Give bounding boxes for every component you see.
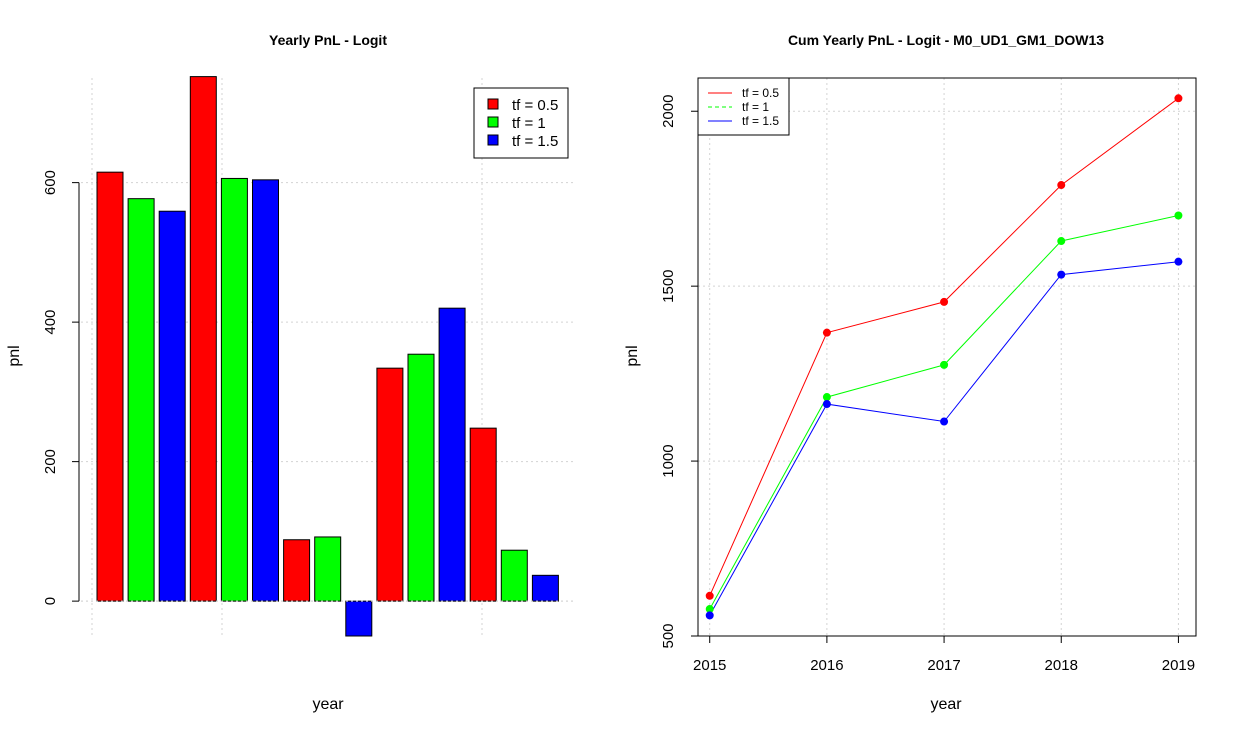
chart1-legend-label-0: tf = 0.5 [512,97,558,114]
chart2-legend-label-2: tf = 1.5 [742,114,779,128]
chart1-y-label: pnl [6,345,23,366]
chart2-line-0 [709,97,1179,597]
chart1-y-tick-label-1: 200 [42,449,59,474]
chart1-bar-2016-2 [252,179,279,602]
chart1-y-tick-label-3: 600 [42,170,59,195]
chart1-bars [81,76,576,637]
chart2-title: Cum Yearly PnL - Logit - M0_UD1_GM1_DOW1… [788,32,1104,48]
chart2-legend-label-1: tf = 1 [742,100,769,114]
chart1-bar-2015-2 [158,210,186,602]
chart2-x-label: year [930,696,962,713]
chart2-x-tick-label-1: 2016 [810,657,843,674]
chart2-y-tick-label-1: 1000 [660,444,677,477]
chart1-bar-2015-1 [127,198,155,602]
chart1-bar-2018-0 [376,367,404,602]
chart2-point-2-2018 [1057,270,1066,279]
chart1-legend-swatch-0 [487,98,499,110]
cum-yearly-pnl-line-chart: Cum Yearly PnL - Logit - M0_UD1_GM1_DOW1… [624,32,1197,713]
chart2-legend-label-0: tf = 0.5 [742,86,779,100]
chart1-bar-2019-2 [531,574,559,602]
chart1-legend-label-1: tf = 1 [512,115,546,132]
chart2-x-tick-label-0: 2015 [693,657,726,674]
chart2-x-tick-label-4: 2019 [1162,657,1195,674]
chart1-bar-2017-2 [345,600,373,637]
chart2-point-0-2016 [822,328,831,337]
chart1-bar-2019-0 [469,427,497,602]
chart1-legend-label-2: tf = 1.5 [512,133,558,150]
chart2-point-1-2016 [822,393,831,402]
chart2-y-label: pnl [624,345,641,366]
chart2-y-tick-label-3: 2000 [660,95,677,128]
chart2-point-0-2015 [705,591,714,600]
chart2-point-1-2017 [940,360,949,369]
chart2-lines [709,97,1179,616]
chart1-title: Yearly PnL - Logit [269,32,387,48]
chart1-bar-2019-1 [500,549,528,602]
chart1-bar-2017-1 [314,536,342,602]
chart1-legend: tf = 0.5 tf = 1 tf = 1.5 [473,87,569,159]
chart2-point-2-2016 [822,400,831,409]
chart1-y-axis: 0 200 400 600 [42,170,80,605]
chart2-x-axis: 2015 2016 2017 2018 2019 [693,636,1195,674]
chart2-point-2-2019 [1174,257,1183,266]
chart2-y-axis: 500 1000 1500 2000 [660,95,698,649]
chart1-bar-2016-0 [189,76,217,602]
chart2-x-tick-label-2: 2017 [927,657,960,674]
chart2-point-2-2015 [705,611,714,620]
chart2-points [705,94,1183,620]
chart2-point-1-2019 [1174,211,1183,220]
chart2-legend-box [697,77,790,136]
chart2-grid [698,78,1196,637]
chart2-point-1-2015 [705,605,714,614]
chart1-x-label: year [312,696,344,713]
chart1-y-tick-label-0: 0 [42,597,59,605]
yearly-pnl-bar-chart: Yearly PnL - Logit 0 200 400 600 year pnl t… [6,32,576,713]
chart2-point-2-2017 [940,417,949,426]
chart2-point-1-2018 [1057,237,1066,246]
chart1-bar-2016-1 [220,177,248,602]
chart2-y-tick-label-2: 1500 [660,269,677,302]
chart2-point-0-2017 [940,297,949,306]
chart2-point-0-2019 [1174,94,1183,103]
chart2-y-tick-label-0: 500 [660,623,677,648]
chart1-bar-2017-0 [283,539,311,602]
chart1-legend-swatch-2 [487,134,499,146]
chart1-y-tick-label-2: 400 [42,310,59,335]
chart2-legend: tf = 0.5 tf = 1 tf = 1.5 [697,77,790,136]
chart1-legend-swatch-1 [487,116,499,128]
chart1-bar-2018-1 [407,353,435,602]
chart2-point-0-2018 [1057,181,1066,190]
chart2-plot-frame [697,77,1197,637]
chart1-bar-2018-2 [438,307,466,602]
chart1-bar-2015-0 [96,171,124,602]
chart2-x-tick-label-3: 2018 [1045,657,1078,674]
